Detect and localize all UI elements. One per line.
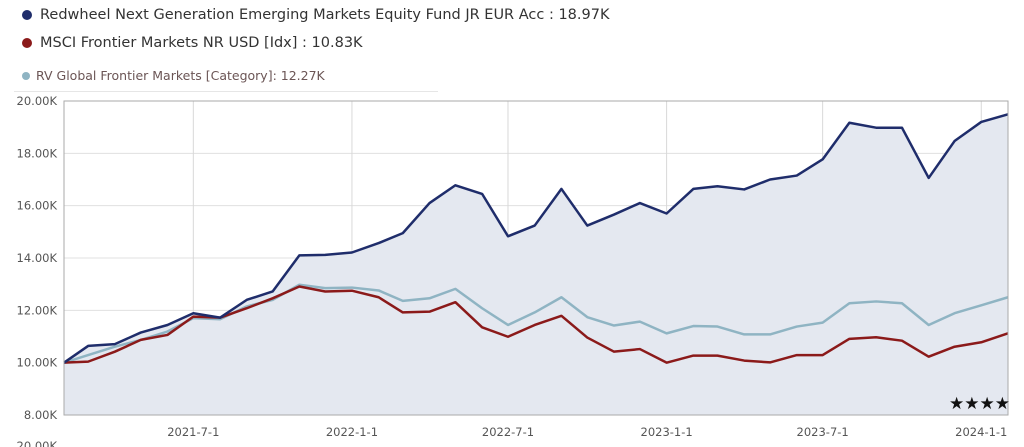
legend-item-fund[interactable]: Redwheel Next Generation Emerging Market… <box>22 7 609 23</box>
axis-labels: 8.00K 10.00K 12.00K 14.00K 16.00K 18.00K 20.00… <box>17 94 1008 439</box>
rating-stars-icon: ★★★★ <box>949 394 1010 414</box>
legend-label: Redwheel Next Generation Emerging Market… <box>40 7 610 23</box>
x-tick-label: 2021-7-1 <box>167 425 219 439</box>
legend-label: RV Global Frontier Markets [Category]: 1… <box>36 68 325 83</box>
clipped-axis-label: 20.00K <box>17 439 58 447</box>
y-tick-label: 12.00K <box>17 303 58 317</box>
y-tick-label: 20.00K <box>17 94 58 108</box>
x-tick-label: 2022-1-1 <box>326 425 378 439</box>
series-lines <box>63 113 1009 364</box>
legend-item-index[interactable]: MSCI Frontier Markets NR USD [Idx] : 10.… <box>22 35 363 51</box>
legend-divider <box>14 91 438 92</box>
legend-dot-icon <box>22 38 32 48</box>
legend-item-category[interactable]: RV Global Frontier Markets [Category]: 1… <box>22 68 325 83</box>
legend-dot-icon <box>22 71 30 80</box>
legend-label: MSCI Frontier Markets NR USD [Idx] : 10.… <box>40 35 363 51</box>
y-tick-label: 16.00K <box>17 199 58 213</box>
x-tick-label: 2022-7-1 <box>482 425 534 439</box>
y-tick-label: 8.00K <box>24 408 58 422</box>
x-tick-label: 2023-7-1 <box>797 425 849 439</box>
x-tick-label: 2024-1-1 <box>955 425 1007 439</box>
y-tick-label: 14.00K <box>17 251 58 265</box>
plot-border <box>63 100 1009 416</box>
y-tick-label: 10.00K <box>17 356 58 370</box>
legend-dot-icon <box>22 10 32 20</box>
x-tick-label: 2023-1-1 <box>641 425 693 439</box>
y-tick-label: 18.00K <box>17 146 58 160</box>
fund-fill-area <box>64 114 1008 415</box>
fund-area <box>64 114 1008 415</box>
